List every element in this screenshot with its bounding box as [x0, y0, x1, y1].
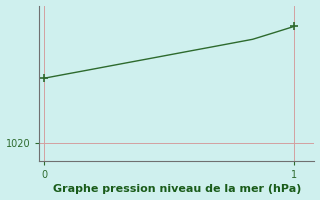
X-axis label: Graphe pression niveau de la mer (hPa): Graphe pression niveau de la mer (hPa) — [52, 184, 301, 194]
